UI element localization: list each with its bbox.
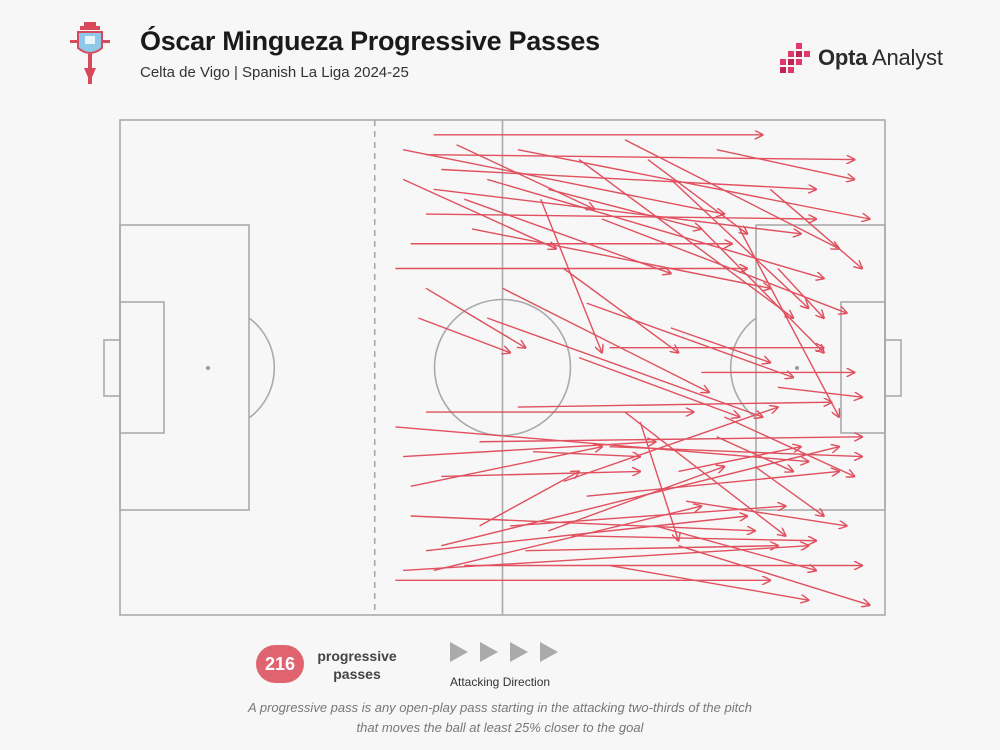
right-penalty-box — [755, 224, 886, 511]
attacking-direction-label: Attacking Direction — [450, 675, 551, 689]
pass-arrow — [624, 139, 839, 249]
footnote: A progressive pass is any open-play pass… — [200, 698, 800, 738]
footnote-line-2: that moves the ball at least 25% closer … — [356, 720, 644, 735]
pass-arrow — [502, 287, 710, 392]
pass-arrow — [777, 268, 824, 319]
pass-arrow — [601, 218, 847, 313]
pass-arrow — [716, 149, 855, 180]
pass-arrows — [395, 135, 869, 605]
pass-arrow — [425, 287, 525, 347]
pass-arrow — [548, 467, 724, 532]
play-triangle-icon — [540, 642, 558, 662]
pass-arrow — [533, 450, 640, 457]
pass-arrow — [487, 178, 824, 278]
brand-name: Opta Analyst — [818, 45, 943, 71]
pass-arrow — [700, 228, 823, 353]
left-six-yard-box — [119, 301, 165, 434]
right-penalty-arc — [729, 317, 757, 419]
celta-de-vigo-crest-icon — [70, 22, 110, 84]
pass-arrow — [425, 213, 816, 219]
pass-arrow — [525, 546, 777, 552]
right-goal — [884, 339, 902, 397]
pass-arrow — [456, 144, 595, 209]
pass-arrow — [425, 153, 854, 160]
play-triangle-icon — [450, 642, 468, 662]
pass-arrow — [540, 198, 602, 352]
pass-arrow — [685, 500, 847, 526]
pass-arrow — [639, 421, 678, 541]
pass-arrow — [395, 426, 808, 462]
pass-arrow — [402, 149, 724, 214]
pass-arrow — [403, 442, 655, 458]
pass-arrow — [716, 436, 794, 472]
pass-arrow — [586, 302, 794, 377]
pass-arrow — [563, 267, 679, 353]
pass-arrow — [647, 159, 747, 234]
play-triangle-icon — [510, 642, 528, 662]
pass-arrow — [678, 447, 800, 473]
page-title: Óscar Mingueza Progressive Passes — [140, 26, 600, 56]
pass-arrow — [578, 159, 793, 318]
pass-arrow — [739, 228, 839, 417]
left-penalty-arc — [248, 317, 276, 419]
left-goal — [103, 339, 121, 397]
pass-map-chart — [103, 119, 902, 616]
footnote-line-1: A progressive pass is any open-play pass… — [248, 700, 752, 715]
pass-arrow — [670, 327, 770, 363]
pass-arrow — [517, 402, 832, 408]
right-six-yard-box — [840, 301, 886, 434]
pass-arrow — [563, 407, 778, 483]
left-penalty-box — [119, 224, 250, 511]
pass-arrow — [517, 149, 870, 219]
page-subtitle: Celta de Vigo | Spanish La Liga 2024-25 — [140, 64, 409, 81]
pass-count-label: progressive passes — [312, 647, 402, 683]
opta-analyst-logo-icon — [780, 43, 810, 73]
pass-arrow — [655, 525, 817, 571]
pass-arrow — [402, 178, 556, 248]
pass-arrow — [471, 228, 770, 288]
pass-arrow — [441, 168, 816, 190]
pass-arrow — [479, 437, 863, 443]
pass-arrow — [624, 411, 786, 536]
left-penalty-spot — [206, 366, 210, 370]
pass-arrow — [410, 515, 755, 531]
pass-arrow — [433, 188, 801, 234]
pass-count-badge: 216 — [256, 645, 304, 683]
right-penalty-spot — [795, 366, 799, 370]
pass-count-label-line-1: progressive — [317, 648, 397, 664]
pass-arrow — [410, 447, 602, 487]
pass-arrow — [441, 471, 640, 478]
pass-arrow — [724, 416, 854, 476]
brand-name-bold: Opta — [818, 45, 868, 70]
pass-arrow — [769, 188, 862, 268]
pass-arrow — [777, 386, 862, 397]
pass-arrow — [418, 317, 510, 353]
brand-name-light: Analyst — [867, 45, 943, 70]
pass-arrow — [571, 535, 816, 541]
pass-count-label-line-2: passes — [333, 666, 381, 682]
pass-arrow — [754, 465, 824, 517]
pass-arrow — [441, 447, 839, 547]
attacking-direction-arrows — [450, 642, 558, 662]
pass-arrow — [678, 545, 869, 605]
pass-arrow — [479, 471, 579, 527]
pass-arrow — [609, 446, 862, 457]
pass-arrow — [578, 356, 740, 417]
play-triangle-icon — [480, 642, 498, 662]
pass-arrow — [548, 188, 701, 229]
pass-arrow — [609, 564, 809, 601]
pass-arrow — [586, 471, 839, 497]
pass-arrow — [670, 178, 809, 308]
pass-arrow — [433, 506, 702, 572]
pitch-markings — [103, 119, 902, 616]
brand-logo: Opta Analyst — [778, 40, 943, 76]
pass-arrow — [486, 317, 762, 417]
